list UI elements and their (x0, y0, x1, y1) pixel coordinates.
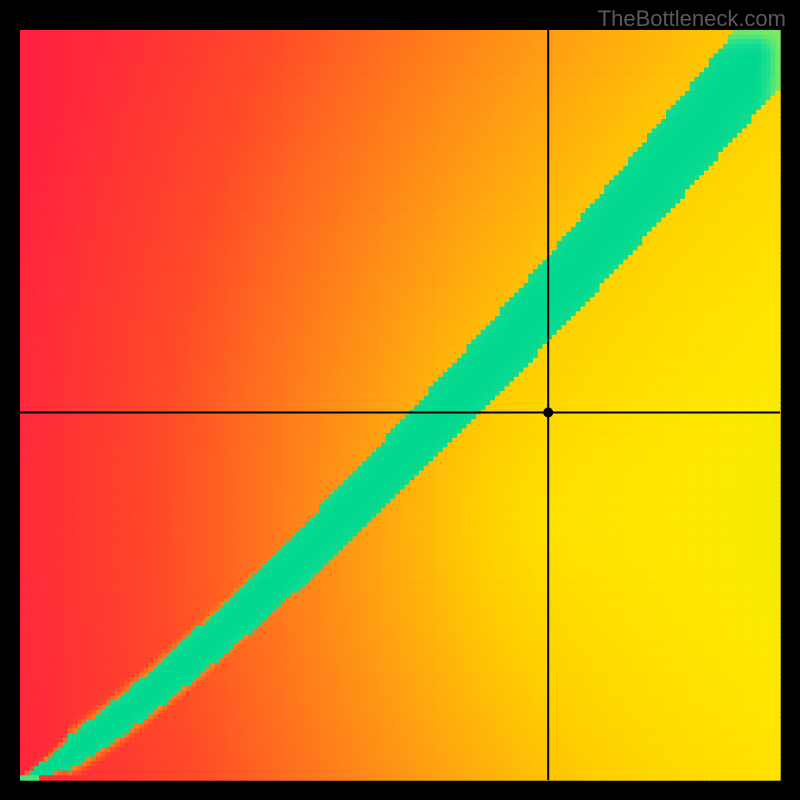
chart-container: TheBottleneck.com (0, 0, 800, 800)
heatmap-canvas (0, 0, 800, 800)
watermark-text: TheBottleneck.com (598, 6, 786, 32)
heatmap-canvas-holder (0, 0, 800, 800)
